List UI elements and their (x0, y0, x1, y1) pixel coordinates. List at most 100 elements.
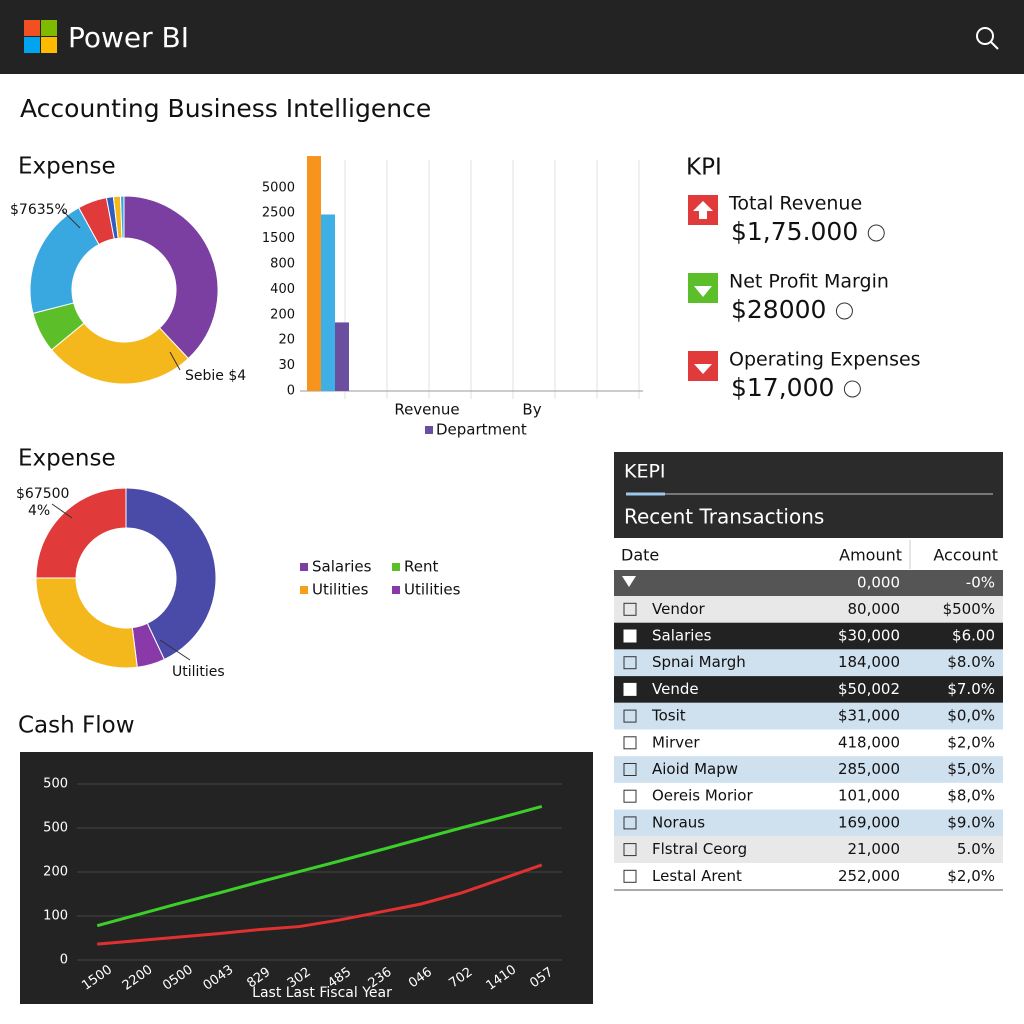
leader-line (61, 209, 81, 229)
donut-slice (119, 195, 125, 239)
donut-slice (35, 487, 127, 579)
table-row (614, 596, 1003, 623)
table-row (614, 756, 1003, 783)
annotation: $7635% (10, 202, 68, 218)
trend-icon (843, 380, 861, 398)
row-checkbox[interactable] (623, 736, 637, 750)
logo (41, 20, 57, 36)
chart-title: Cash Flow (18, 713, 135, 739)
donut-slice (50, 322, 190, 385)
line-series (97, 863, 543, 946)
table-cell: 5.0% (957, 840, 995, 858)
table-cell: $30,000 (838, 627, 900, 645)
table-row (614, 729, 1003, 757)
column-header: Account (933, 546, 998, 565)
row-checkbox[interactable] (623, 816, 637, 830)
row-checkbox[interactable] (623, 682, 637, 696)
page-title: Accounting Business Intelligence (20, 94, 431, 123)
search-button[interactable] (976, 27, 999, 50)
table-row (614, 649, 1003, 677)
y-tick-label: 30 (278, 358, 295, 373)
y-tick-label: 400 (270, 282, 295, 297)
annotation: 4% (28, 503, 50, 519)
kpi-icon (694, 364, 712, 374)
kpi-icon (694, 286, 712, 297)
header-bar (0, 0, 1024, 74)
table-cell: $2,0% (947, 733, 995, 751)
legend-label: Rent (404, 558, 438, 576)
search-icon[interactable] (990, 41, 999, 50)
kpi-name: Operating Expenses (729, 349, 921, 371)
panel-title: KEPI (624, 461, 666, 483)
table-title: Recent Transactions (624, 505, 824, 529)
legend-swatch (392, 586, 400, 594)
logo (41, 37, 57, 53)
kpi-name: Net Profit Margin (729, 271, 889, 293)
table-cell: $7.0% (947, 680, 995, 698)
logo (24, 20, 40, 36)
y-tick-label: 500 (43, 821, 68, 836)
table-cell: 80,000 (848, 600, 901, 618)
table-row (614, 782, 1003, 810)
bar (335, 322, 349, 391)
table-cell: 21,000 (848, 840, 901, 858)
expand-icon[interactable] (622, 576, 636, 587)
table-cell: Noraus (652, 813, 705, 831)
kpi-title: KPI (686, 155, 722, 181)
table-cell: $2,0% (947, 867, 995, 885)
table-cell: Flstral Ceorg (652, 840, 747, 858)
legend-label: Utilities (312, 581, 369, 599)
row-checkbox[interactable] (623, 763, 637, 776)
kpi-value: $17,000 (731, 373, 834, 402)
table-cell: $6.00 (952, 627, 995, 645)
row-checkbox[interactable] (623, 602, 637, 616)
y-tick-label: 200 (43, 865, 68, 880)
row-checkbox[interactable] (623, 629, 637, 643)
table-cell: $5,0% (947, 760, 995, 778)
table-cell: $9.0% (947, 813, 995, 831)
table-cell: Tosit (651, 707, 686, 725)
row-checkbox[interactable] (623, 869, 637, 883)
leader-line (51, 503, 73, 519)
legend-label: Salaries (312, 558, 372, 576)
row-checkbox[interactable] (623, 709, 637, 723)
chart-title: Expense (18, 154, 116, 180)
table-cell: 184,000 (838, 653, 900, 671)
annotation: Utilities (172, 664, 225, 680)
legend-label: Department (436, 421, 527, 439)
legend-swatch (300, 563, 308, 571)
table-cell: 101,000 (838, 787, 900, 805)
row-checkbox[interactable] (623, 656, 637, 670)
column-header: Date (621, 546, 659, 565)
table-row (614, 622, 1003, 650)
row-checkbox[interactable] (623, 843, 637, 857)
kpi-value: $28000 (731, 295, 826, 324)
chart-title: Expense (18, 446, 116, 472)
y-tick-label: 0 (287, 384, 295, 399)
logo (24, 37, 40, 53)
donut-slice (35, 577, 138, 669)
table-cell: 418,000 (838, 733, 900, 751)
table-row (614, 809, 1003, 837)
row-checkbox[interactable] (623, 789, 637, 803)
column-header: Amount (839, 546, 902, 565)
legend-swatch (425, 426, 433, 434)
legend-label: Utilities (404, 581, 461, 599)
table-cell: $500% (943, 600, 995, 618)
y-tick-label: 1500 (262, 231, 295, 246)
leader-line (159, 639, 191, 661)
kpi-icon (693, 201, 713, 219)
table-cell: Mirver (652, 733, 700, 751)
summary-cell: -0% (966, 574, 995, 592)
annotation: $67500 (16, 486, 69, 502)
table-cell: $8.0% (947, 653, 995, 671)
table-row (614, 836, 1003, 863)
y-tick-label: 500 (43, 777, 68, 792)
table-cell: Oereis Morior (652, 787, 753, 805)
trend-icon (867, 224, 885, 242)
table-cell: Vendor (652, 600, 706, 618)
table-cell: Vende (652, 680, 699, 698)
table-cell: 285,000 (838, 760, 900, 778)
leader-line (169, 351, 181, 371)
search-icon[interactable] (976, 27, 994, 45)
